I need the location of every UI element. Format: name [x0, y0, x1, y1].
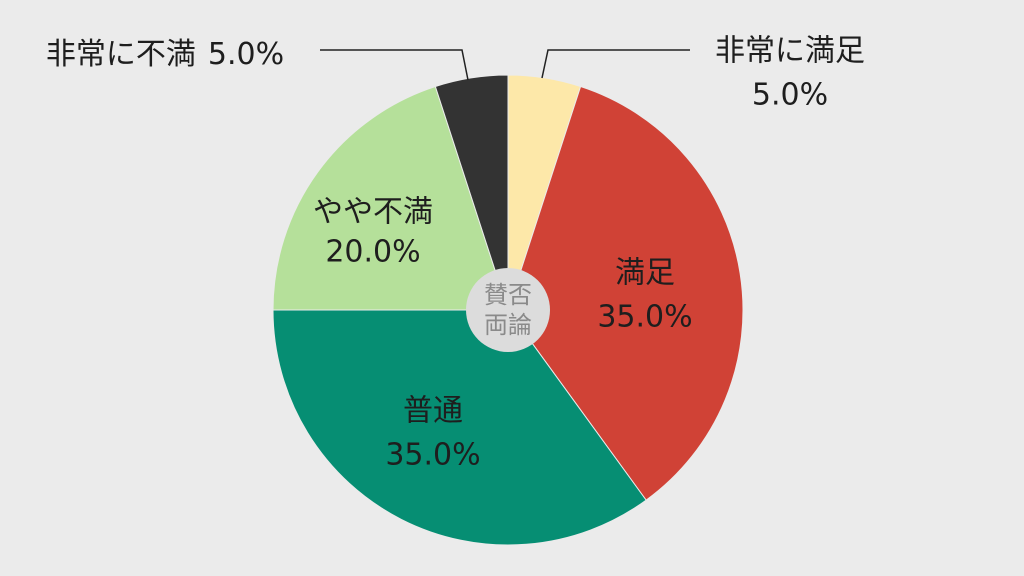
category-label: 満足 [615, 256, 675, 291]
leader-line [320, 49, 469, 81]
slices [272, 74, 744, 546]
category-label: やや不満 [313, 195, 433, 230]
pie-slice [272, 85, 509, 311]
value-label: 35.0% [385, 438, 480, 473]
category-label: 普通 [403, 394, 463, 429]
leader-line [541, 49, 690, 79]
value-label: 20.0% [325, 235, 420, 270]
pie-slice [272, 309, 647, 546]
center-hole [466, 268, 550, 352]
center-label: 賛否 [484, 281, 532, 309]
pie-slice [434, 74, 509, 311]
value-label: 5.0% [208, 37, 284, 72]
pie-slice [507, 85, 744, 501]
slice-label: 非常に不満 5.0% [46, 37, 284, 72]
value-label: 5.0% [752, 78, 828, 113]
category-label: 非常に不満 [46, 37, 196, 72]
center-label: 両論 [484, 311, 532, 339]
value-label: 35.0% [597, 300, 692, 335]
category-label: 非常に満足 [715, 34, 865, 69]
